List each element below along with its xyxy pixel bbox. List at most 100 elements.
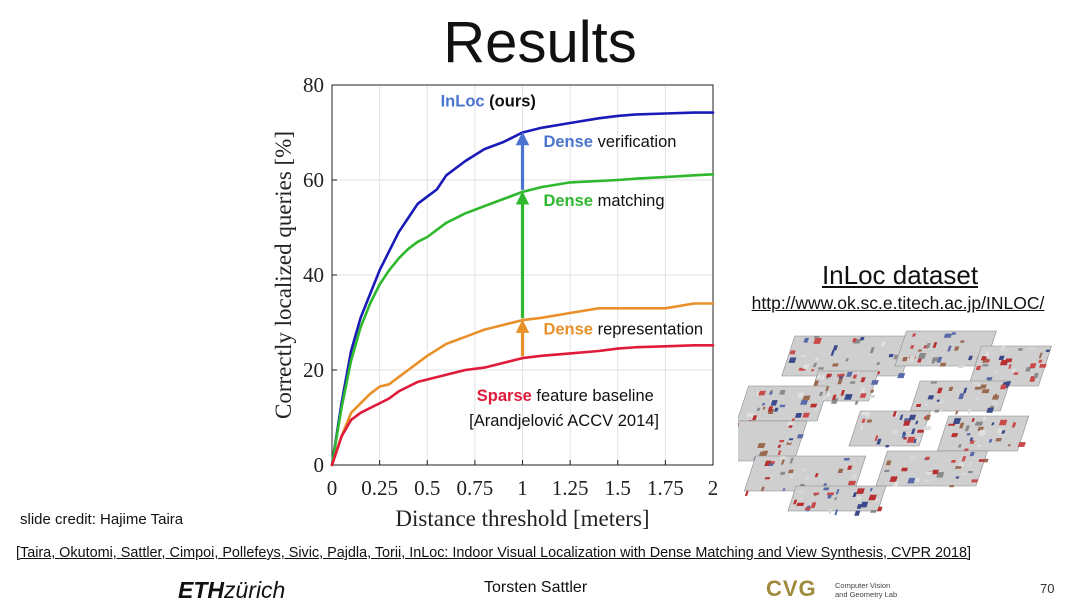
model-detail-174 — [865, 411, 871, 417]
model-detail-75 — [1005, 358, 1013, 363]
model-detail-149 — [981, 389, 990, 394]
model-detail-130 — [802, 412, 810, 418]
model-detail-264 — [770, 461, 776, 465]
model-detail-283 — [931, 469, 939, 475]
series-line-sparse_baseline — [330, 343, 715, 467]
annotation-representation-part-1: representation — [593, 320, 703, 338]
model-detail-271 — [744, 490, 749, 497]
model-detail-239 — [982, 416, 987, 421]
paper-citation-link[interactable]: [Taira, Okutomi, Sattler, Cimpoi, Pollef… — [16, 545, 972, 561]
model-detail-62 — [1017, 348, 1023, 351]
model-detail-104 — [859, 393, 867, 398]
eth-logo-bold: ETH — [178, 577, 224, 603]
model-detail-201 — [779, 440, 785, 443]
model-detail-139 — [773, 407, 779, 412]
model-detail-214 — [761, 450, 769, 456]
model-detail-135 — [794, 413, 803, 418]
model-detail-116 — [825, 386, 830, 391]
model-detail-113 — [797, 392, 805, 398]
model-detail-188 — [908, 414, 917, 420]
model-detail-121 — [758, 390, 766, 396]
model-detail-148 — [934, 409, 940, 413]
model-detail-322 — [868, 494, 877, 501]
model-detail-315 — [826, 492, 835, 496]
model-detail-248 — [978, 429, 987, 436]
model-detail-14 — [880, 341, 886, 347]
cvg-logo: CVG — [766, 576, 817, 601]
dataset-url-link[interactable]: http://www.ok.sc.e.titech.ac.jp/INLOC/ — [751, 293, 1045, 313]
annotation-representation: Dense representation — [543, 320, 703, 338]
model-detail-25 — [832, 345, 838, 351]
model-detail-331 — [856, 488, 865, 494]
model-detail-136 — [810, 403, 818, 408]
model-detail-221 — [788, 438, 794, 441]
x-tick-label-8: 2 — [708, 476, 719, 500]
model-detail-166 — [977, 383, 981, 388]
model-detail-15 — [897, 373, 906, 379]
model-detail-140 — [958, 393, 965, 400]
model-detail-190 — [915, 437, 922, 442]
model-detail-33 — [939, 362, 947, 367]
model-block-10 — [875, 450, 988, 487]
model-detail-278 — [837, 468, 844, 473]
model-detail-250 — [969, 437, 974, 441]
model-detail-298 — [969, 452, 975, 457]
series-line-inloc — [330, 111, 715, 467]
model-detail-164 — [986, 407, 994, 413]
model-detail-8 — [830, 350, 835, 356]
dataset-title: InLoc dataset — [821, 260, 979, 290]
model-detail-82 — [975, 365, 982, 371]
model-detail-254 — [802, 468, 808, 472]
model-detail-187 — [901, 433, 907, 439]
y-axis-label: Correctly localized queries [%] — [271, 131, 296, 419]
model-detail-23 — [788, 357, 797, 363]
model-detail-4 — [813, 338, 822, 344]
model-detail-43 — [931, 360, 936, 364]
model-detail-308 — [810, 502, 817, 509]
model-detail-41 — [951, 332, 957, 335]
x-tick-label-3: 0.75 — [457, 476, 494, 500]
model-detail-281 — [936, 472, 945, 478]
model-detail-237 — [995, 438, 1002, 442]
model-detail-179 — [860, 425, 864, 430]
annotation-citation-part-0: [Arandjelović ACCV 2014] — [469, 412, 659, 430]
model-detail-307 — [924, 456, 931, 460]
model-detail-17 — [832, 363, 839, 367]
series-line-dense_representation — [330, 302, 715, 467]
model-detail-243 — [971, 418, 975, 422]
annotation-sparse: Sparse feature baseline — [477, 387, 654, 405]
model-detail-161 — [936, 387, 943, 394]
model-detail-288 — [957, 463, 965, 467]
model-detail-6 — [869, 347, 875, 354]
model-detail-327 — [793, 499, 798, 505]
model-detail-195 — [885, 445, 890, 448]
model-detail-109 — [826, 373, 833, 378]
model-detail-238 — [969, 440, 975, 444]
annotation-matching-part-1: matching — [593, 192, 665, 210]
model-detail-217 — [788, 425, 793, 428]
model-detail-95 — [846, 371, 853, 377]
model-detail-263 — [769, 475, 774, 480]
model-detail-67 — [1038, 352, 1043, 359]
model-detail-84 — [867, 395, 876, 398]
model-detail-163 — [991, 395, 1000, 400]
model-detail-86 — [831, 394, 837, 400]
model-detail-168 — [861, 418, 866, 423]
x-tick-label-1: 0.25 — [361, 476, 398, 500]
model-detail-227 — [959, 422, 965, 429]
model-detail-256 — [788, 469, 794, 474]
model-detail-54 — [968, 355, 973, 361]
model-detail-150 — [999, 384, 1007, 390]
x-tick-label-4: 1 — [517, 476, 528, 500]
model-detail-324 — [797, 490, 805, 494]
annotation-sparse-part-1: feature baseline — [532, 387, 654, 405]
model-detail-98 — [844, 394, 853, 400]
model-detail-304 — [968, 461, 973, 467]
annotation-verification-part-0: Dense — [543, 133, 593, 151]
annotation-matching-part-0: Dense — [543, 192, 593, 210]
model-detail-171 — [916, 429, 925, 433]
annotation-inloc: InLoc (ours) — [441, 92, 536, 110]
model-detail-186 — [866, 419, 873, 423]
model-detail-286 — [961, 456, 967, 462]
model-detail-255 — [805, 476, 810, 480]
